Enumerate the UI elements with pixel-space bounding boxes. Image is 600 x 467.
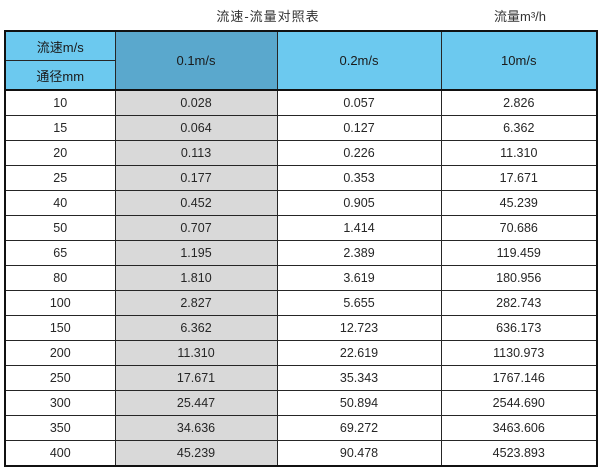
flow-value-cell: 1130.973 <box>440 340 598 366</box>
table-row: 100 2.827 5.655 282.743 <box>4 290 598 316</box>
flow-value-cell: 636.173 <box>440 315 598 341</box>
velocity-col-header: 0.1m/s <box>114 30 278 91</box>
flow-value-cell: 3.619 <box>276 265 442 291</box>
table-row: 15 0.064 0.127 6.362 <box>4 115 598 141</box>
flow-value-cell: 35.343 <box>276 365 442 391</box>
diameter-cell: 300 <box>4 390 116 416</box>
table-body: 10 0.028 0.057 2.826 15 0.064 0.127 6.362 20 0.11… <box>4 89 598 467</box>
flow-value-cell: 6.362 <box>440 115 598 141</box>
flow-value-cell: 0.707 <box>114 215 278 241</box>
flow-value-cell: 70.686 <box>440 215 598 241</box>
flow-value-cell: 1.195 <box>114 240 278 266</box>
flow-value-cell: 6.362 <box>114 315 278 341</box>
table-header: 流速m/s 0.1m/s 0.2m/s 10m/s 通径mm <box>4 30 598 91</box>
flow-value-cell: 0.028 <box>114 89 278 116</box>
diameter-cell: 150 <box>4 315 116 341</box>
table-row: 20 0.113 0.226 11.310 <box>4 140 598 166</box>
diameter-cell: 100 <box>4 290 116 316</box>
flow-table: 流速m/s 0.1m/s 0.2m/s 10m/s 通径mm 10 0.028 0.05… <box>4 30 598 467</box>
table-row: 10 0.028 0.057 2.826 <box>4 89 598 116</box>
flow-value-cell: 45.239 <box>440 190 598 216</box>
flow-value-cell: 0.905 <box>276 190 442 216</box>
flow-value-cell: 69.272 <box>276 415 442 441</box>
flow-value-cell: 119.459 <box>440 240 598 266</box>
table-row: 200 11.310 22.619 1130.973 <box>4 340 598 366</box>
title-bar: 流速-流量对照表 流量m³/h <box>0 0 600 30</box>
flow-unit-label: 流量m³/h <box>493 9 546 24</box>
flow-value-cell: 2.389 <box>276 240 442 266</box>
flow-value-cell: 2544.690 <box>440 390 598 416</box>
diameter-cell: 65 <box>4 240 116 266</box>
flow-value-cell: 0.057 <box>276 89 442 116</box>
diameter-cell: 50 <box>4 215 116 241</box>
flow-value-cell: 22.619 <box>276 340 442 366</box>
flow-value-cell: 45.239 <box>114 440 278 467</box>
table-row: 65 1.195 2.389 119.459 <box>4 240 598 266</box>
flow-value-cell: 1767.146 <box>440 365 598 391</box>
flow-value-cell: 50.894 <box>276 390 442 416</box>
diameter-cell: 400 <box>4 440 116 467</box>
flow-value-cell: 0.226 <box>276 140 442 166</box>
flow-value-cell: 4523.893 <box>440 440 598 467</box>
flow-value-cell: 1.414 <box>276 215 442 241</box>
velocity-col-header: 10m/s <box>440 30 598 91</box>
diameter-cell: 25 <box>4 165 116 191</box>
flow-value-cell: 0.353 <box>276 165 442 191</box>
flow-value-cell: 0.452 <box>114 190 278 216</box>
diameter-cell: 40 <box>4 190 116 216</box>
diameter-cell: 15 <box>4 115 116 141</box>
flow-value-cell: 2.827 <box>114 290 278 316</box>
flow-value-cell: 0.113 <box>114 140 278 166</box>
flow-value-cell: 0.177 <box>114 165 278 191</box>
table-row: 50 0.707 1.414 70.686 <box>4 215 598 241</box>
table-row: 80 1.810 3.619 180.956 <box>4 265 598 291</box>
corner-velocity-label: 流速m/s <box>4 30 116 61</box>
diameter-cell: 200 <box>4 340 116 366</box>
flow-value-cell: 180.956 <box>440 265 598 291</box>
diameter-cell: 250 <box>4 365 116 391</box>
flow-value-cell: 25.447 <box>114 390 278 416</box>
flow-value-cell: 2.826 <box>440 89 598 116</box>
header-row-diameter: 通径mm <box>4 60 597 91</box>
table-row: 150 6.362 12.723 636.173 <box>4 315 598 341</box>
flow-value-cell: 282.743 <box>440 290 598 316</box>
flow-value-cell: 17.671 <box>440 165 598 191</box>
flow-value-cell: 3463.606 <box>440 415 598 441</box>
flow-value-cell: 0.127 <box>276 115 442 141</box>
flow-value-cell: 11.310 <box>440 140 598 166</box>
velocity-col-header: 0.2m/s <box>276 30 442 91</box>
flow-value-cell: 5.655 <box>276 290 442 316</box>
header-row-velocity: 流速m/s 0.1m/s 0.2m/s 10m/s <box>4 30 598 91</box>
table-row: 400 45.239 90.478 4523.893 <box>4 440 598 467</box>
flow-value-cell: 34.636 <box>114 415 278 441</box>
flow-value-cell: 0.064 <box>114 115 278 141</box>
diameter-cell: 80 <box>4 265 116 291</box>
diameter-cell: 350 <box>4 415 116 441</box>
flow-value-cell: 11.310 <box>114 340 278 366</box>
flow-value-cell: 1.810 <box>114 265 278 291</box>
flow-value-cell: 17.671 <box>114 365 278 391</box>
table-title: 流速-流量对照表 <box>216 9 320 24</box>
flow-value-cell: 12.723 <box>276 315 442 341</box>
table-row: 250 17.671 35.343 1767.146 <box>4 365 598 391</box>
table-row: 300 25.447 50.894 2544.690 <box>4 390 598 416</box>
diameter-cell: 10 <box>4 89 116 116</box>
diameter-cell: 20 <box>4 140 116 166</box>
flow-value-cell: 90.478 <box>276 440 442 467</box>
table-row: 40 0.452 0.905 45.239 <box>4 190 598 216</box>
corner-diameter-label: 通径mm <box>4 60 116 91</box>
table-row: 350 34.636 69.272 3463.606 <box>4 415 598 441</box>
table-row: 25 0.177 0.353 17.671 <box>4 165 598 191</box>
